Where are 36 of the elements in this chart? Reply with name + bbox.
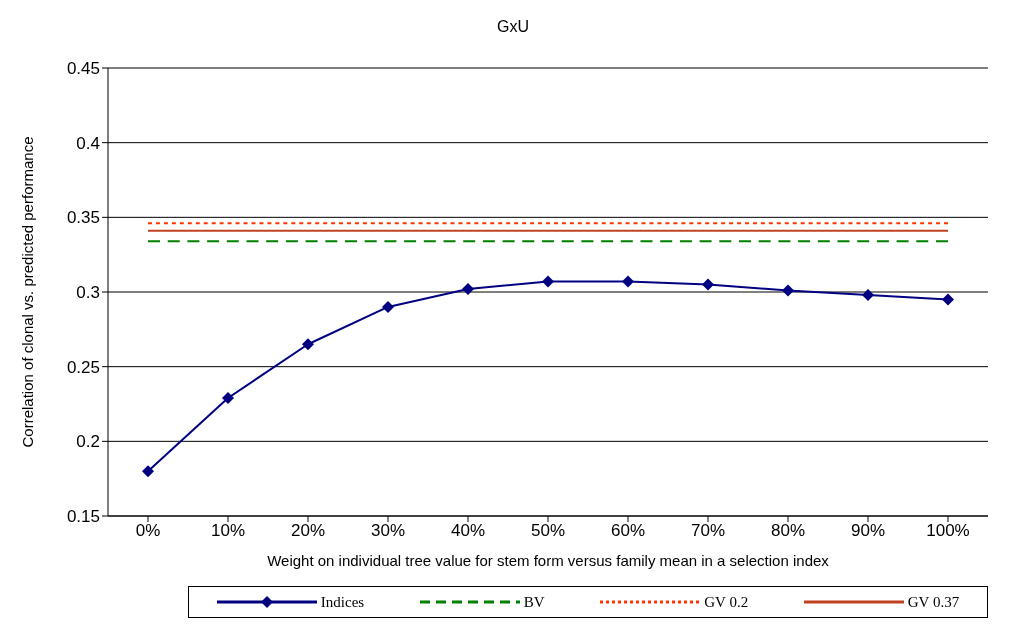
- y-tick-label: 0.45: [66, 59, 100, 79]
- y-tick-label: 0.4: [76, 133, 100, 153]
- point: [142, 465, 154, 478]
- point: [862, 288, 874, 301]
- legend-label: Indices: [320, 593, 365, 611]
- point: [462, 283, 474, 296]
- x-tick-label: 20%: [290, 521, 326, 541]
- chart-title: GxU: [496, 17, 530, 37]
- legend-label: GV 0.37: [907, 593, 960, 611]
- x-tick-label: 30%: [370, 521, 406, 541]
- y-axis-title: Correlation of clonal vs. predicted performance: [19, 136, 37, 448]
- point: [622, 275, 634, 288]
- x-axis-title: Weight on individual tree value for stem form versus family mean in a selection index: [267, 552, 830, 569]
- legend-label: GV 0.2: [704, 593, 749, 611]
- y-tick-label: 0.25: [66, 357, 100, 377]
- y-tick-label: 0.15: [66, 507, 100, 527]
- point: [222, 392, 234, 405]
- y-tick-label: 0.2: [76, 432, 100, 452]
- x-tick-label: 80%: [770, 521, 806, 541]
- y-tick-label: 0.3: [76, 283, 100, 303]
- x-tick-label: 40%: [450, 521, 486, 541]
- x-tick-label: 90%: [850, 521, 886, 541]
- x-tick-label: 70%: [690, 521, 726, 541]
- point: [782, 284, 794, 297]
- y-tick-label: 0.35: [66, 208, 100, 228]
- x-tick-label: 50%: [530, 521, 566, 541]
- legend-label: BV: [523, 593, 545, 611]
- point: [942, 293, 954, 306]
- point: [702, 278, 714, 291]
- x-tick-label: 100%: [926, 521, 970, 541]
- point: [302, 338, 314, 351]
- x-tick-label: 60%: [610, 521, 646, 541]
- point: [542, 275, 554, 288]
- point: [382, 300, 394, 313]
- x-tick-label: 0%: [135, 521, 161, 541]
- x-tick-label: 10%: [210, 521, 246, 541]
